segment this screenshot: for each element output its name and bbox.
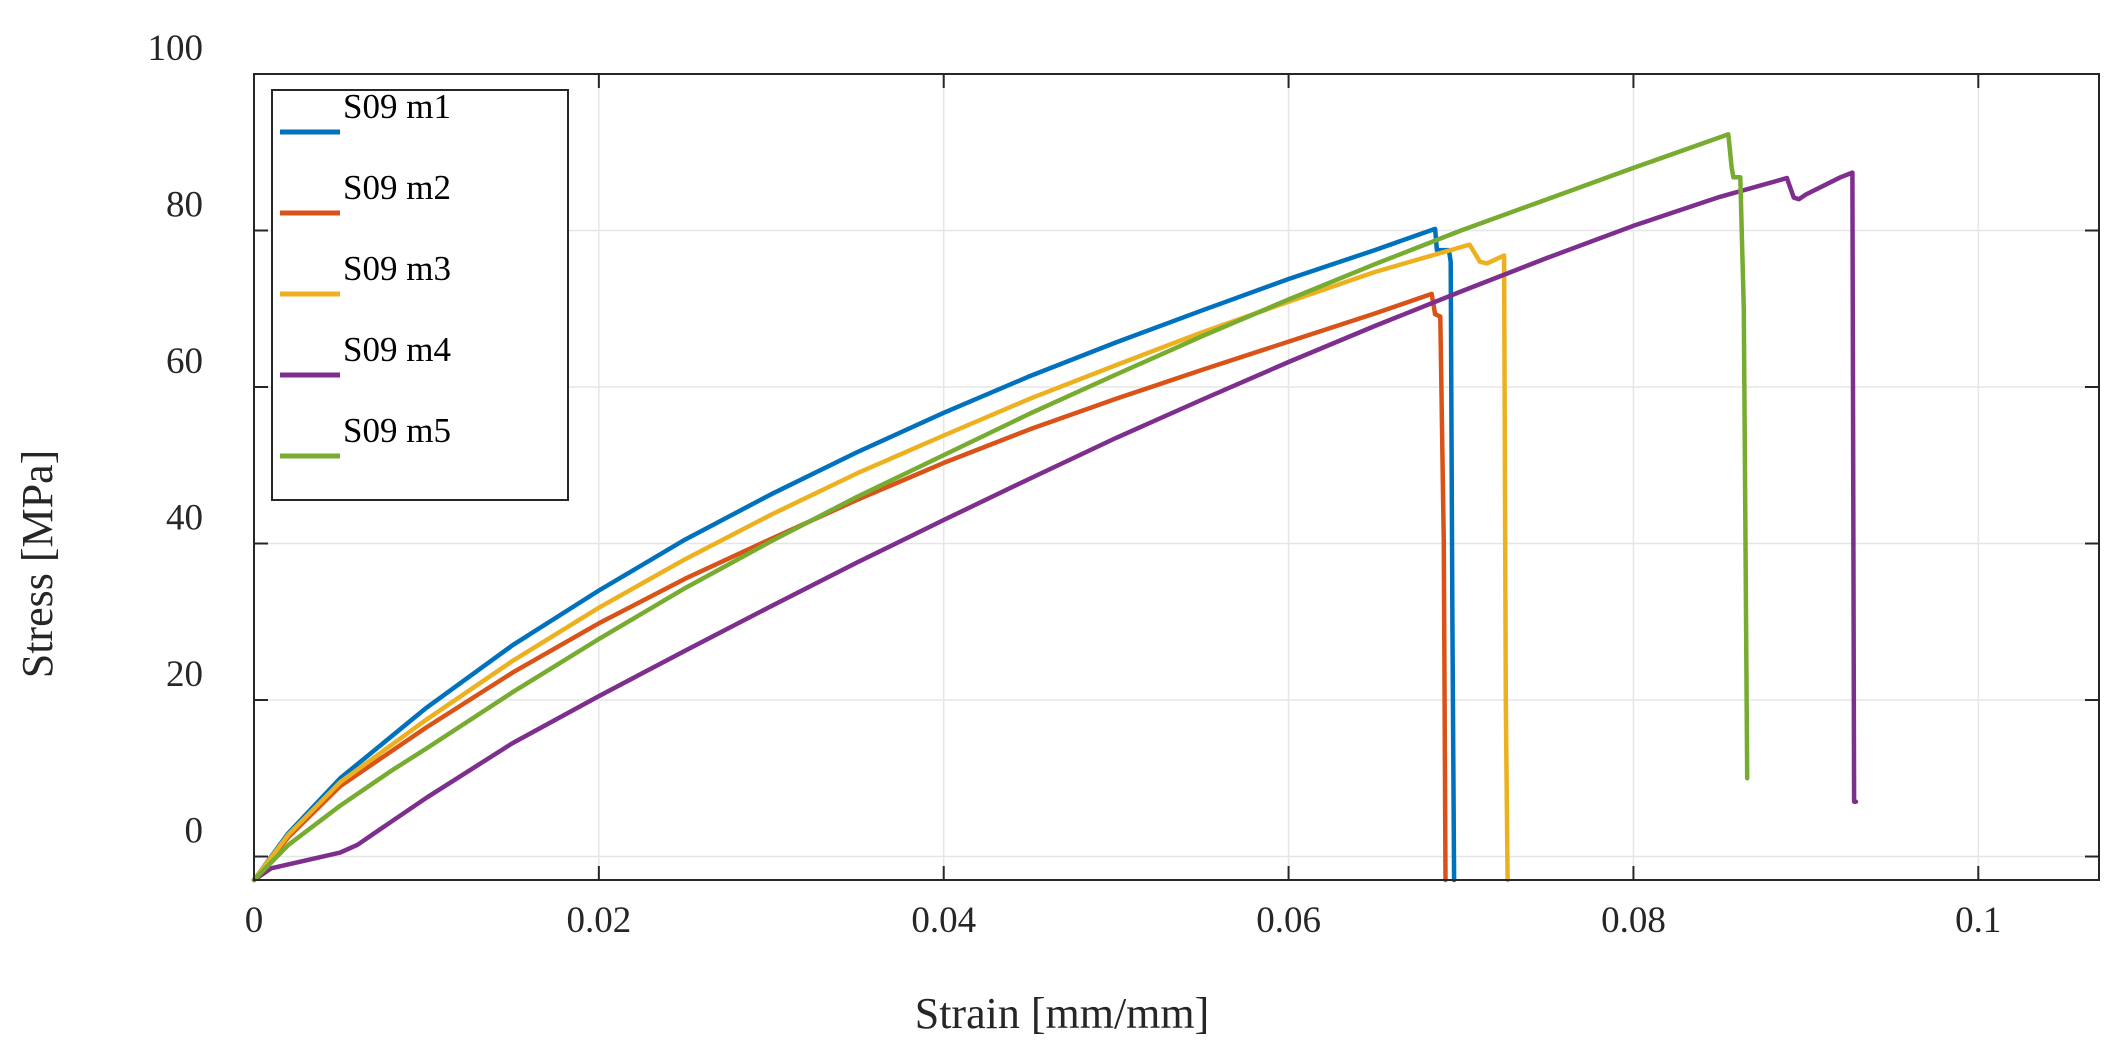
legend: S09 m1 S09 m2 S09 m3 S09 m4 S09 m5 (271, 87, 569, 501)
series-line-s09-m5 (251, 132, 1750, 883)
y-tick-label: 40 (166, 498, 203, 539)
legend-label: S09 m1 (343, 87, 451, 126)
x-axis-title: Strain [mm/mm] (915, 989, 1210, 1038)
series-line-s09-m3 (251, 242, 1510, 883)
series-line-s09-m4 (251, 170, 1859, 883)
x-tick-labels: 0 0.02 0.04 0.06 0.08 0.1 (245, 900, 2002, 941)
x-tick-label: 0.04 (911, 900, 976, 941)
legend-label: S09 m3 (343, 249, 451, 288)
y-tick-label: 100 (148, 28, 204, 69)
series-lines (251, 132, 1859, 883)
plot-area-frame (253, 73, 2100, 881)
y-tick-label: 20 (166, 654, 203, 695)
legend-label: S09 m5 (343, 411, 451, 450)
x-tick-label: 0.02 (566, 900, 631, 941)
y-tick-labels: 0 20 40 60 80 100 (148, 28, 204, 852)
legend-label: S09 m4 (343, 330, 451, 369)
x-tick-label: 0.1 (1955, 900, 2001, 941)
y-tick-label: 0 (185, 811, 204, 852)
y-tick-label: 60 (166, 341, 203, 382)
legend-label: S09 m2 (343, 168, 451, 207)
y-tick-label: 80 (166, 185, 203, 226)
series-line-s09-m2 (251, 291, 1448, 883)
x-tick-label: 0 (245, 900, 264, 941)
x-tick-label: 0.06 (1256, 900, 1321, 941)
y-axis-title: Stress [MPa] (13, 450, 62, 679)
x-tick-label: 0.08 (1601, 900, 1666, 941)
axis-ticks (253, 73, 2099, 880)
